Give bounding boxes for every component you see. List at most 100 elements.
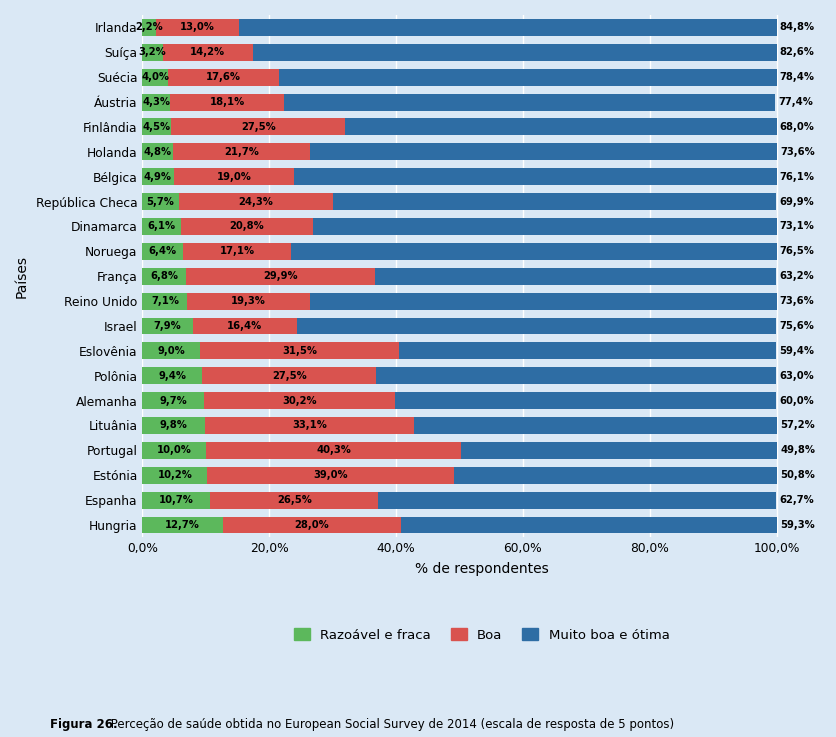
Text: 26,5%: 26,5%: [277, 495, 312, 505]
Bar: [142, 19, 156, 36]
Bar: [192, 318, 297, 335]
Text: Figura 26.: Figura 26.: [50, 718, 118, 731]
Legend: Razoável e fraca, Boa, Muito boa e ótima: Razoável e fraca, Boa, Muito boa e ótima: [290, 624, 674, 646]
Text: 29,9%: 29,9%: [263, 271, 298, 282]
Bar: [375, 268, 776, 284]
Text: 40,3%: 40,3%: [316, 445, 351, 455]
Text: 76,1%: 76,1%: [780, 172, 815, 182]
Text: 10,0%: 10,0%: [156, 445, 191, 455]
Bar: [415, 417, 777, 434]
Text: 63,2%: 63,2%: [779, 271, 814, 282]
Text: 69,9%: 69,9%: [779, 197, 814, 206]
Text: 13,0%: 13,0%: [181, 22, 215, 32]
Bar: [206, 442, 461, 459]
Text: 33,1%: 33,1%: [292, 421, 327, 430]
Text: 68,0%: 68,0%: [780, 122, 814, 132]
Text: 21,7%: 21,7%: [224, 147, 259, 157]
Bar: [174, 168, 294, 185]
Bar: [142, 467, 207, 483]
Text: 73,1%: 73,1%: [780, 221, 814, 231]
Bar: [252, 44, 777, 60]
Bar: [294, 168, 777, 185]
Bar: [142, 492, 211, 509]
Text: 19,0%: 19,0%: [217, 172, 251, 182]
Bar: [156, 19, 239, 36]
Bar: [142, 442, 206, 459]
Text: 4,5%: 4,5%: [143, 122, 171, 132]
Bar: [395, 392, 776, 409]
Text: 9,0%: 9,0%: [157, 346, 185, 356]
Bar: [142, 293, 187, 310]
Bar: [279, 69, 777, 85]
Bar: [310, 293, 777, 310]
Bar: [142, 243, 183, 259]
Text: 6,1%: 6,1%: [148, 221, 176, 231]
Bar: [200, 343, 400, 360]
Bar: [163, 44, 252, 60]
Text: 20,8%: 20,8%: [230, 221, 264, 231]
Bar: [142, 94, 170, 111]
Text: 84,8%: 84,8%: [780, 22, 815, 32]
Text: 28,0%: 28,0%: [294, 520, 329, 530]
Text: 19,3%: 19,3%: [232, 296, 266, 306]
Bar: [142, 193, 179, 210]
Bar: [142, 343, 200, 360]
Bar: [333, 193, 776, 210]
Bar: [142, 318, 192, 335]
Text: Perceção de saúde obtida no European Social Survey de 2014 (escala de resposta d: Perceção de saúde obtida no European Soc…: [107, 718, 674, 731]
Text: 6,4%: 6,4%: [149, 246, 176, 256]
Text: 16,4%: 16,4%: [227, 321, 263, 331]
Text: 7,1%: 7,1%: [151, 296, 179, 306]
Text: 14,2%: 14,2%: [190, 47, 226, 57]
Bar: [181, 218, 313, 235]
Bar: [461, 442, 777, 459]
Text: 10,7%: 10,7%: [159, 495, 194, 505]
Text: 73,6%: 73,6%: [781, 147, 815, 157]
Text: 27,5%: 27,5%: [272, 371, 307, 381]
Bar: [376, 367, 776, 384]
Bar: [142, 268, 186, 284]
Bar: [284, 94, 775, 111]
Text: 82,6%: 82,6%: [780, 47, 814, 57]
Bar: [186, 268, 375, 284]
Text: 4,0%: 4,0%: [141, 72, 169, 83]
Text: 49,8%: 49,8%: [781, 445, 815, 455]
Text: 63,0%: 63,0%: [779, 371, 814, 381]
Text: 18,1%: 18,1%: [210, 97, 245, 107]
Bar: [211, 492, 379, 509]
Bar: [171, 119, 345, 136]
Bar: [173, 144, 310, 160]
Y-axis label: Países: Países: [15, 255, 29, 298]
Bar: [142, 119, 171, 136]
Bar: [142, 517, 223, 534]
Bar: [400, 517, 777, 534]
Text: 9,7%: 9,7%: [160, 396, 187, 405]
Bar: [142, 367, 202, 384]
Text: 73,6%: 73,6%: [780, 296, 814, 306]
Bar: [400, 343, 776, 360]
Bar: [239, 19, 777, 36]
Bar: [202, 367, 376, 384]
Bar: [142, 144, 173, 160]
Text: 4,3%: 4,3%: [142, 97, 170, 107]
Text: 75,6%: 75,6%: [779, 321, 814, 331]
Text: 4,8%: 4,8%: [144, 147, 171, 157]
Text: 10,2%: 10,2%: [157, 470, 192, 481]
Bar: [142, 218, 181, 235]
Bar: [142, 417, 205, 434]
Text: 59,4%: 59,4%: [779, 346, 814, 356]
Text: 7,9%: 7,9%: [154, 321, 181, 331]
Text: 2,2%: 2,2%: [135, 22, 163, 32]
Bar: [142, 69, 168, 85]
Text: 27,5%: 27,5%: [241, 122, 276, 132]
Bar: [297, 318, 776, 335]
Text: 30,2%: 30,2%: [283, 396, 317, 405]
Bar: [142, 44, 163, 60]
Text: 78,4%: 78,4%: [780, 72, 815, 83]
Bar: [183, 243, 292, 259]
Text: 9,4%: 9,4%: [158, 371, 186, 381]
Text: 50,8%: 50,8%: [780, 470, 814, 481]
Text: 77,4%: 77,4%: [778, 97, 813, 107]
Text: 17,1%: 17,1%: [220, 246, 255, 256]
Text: 59,3%: 59,3%: [780, 520, 814, 530]
